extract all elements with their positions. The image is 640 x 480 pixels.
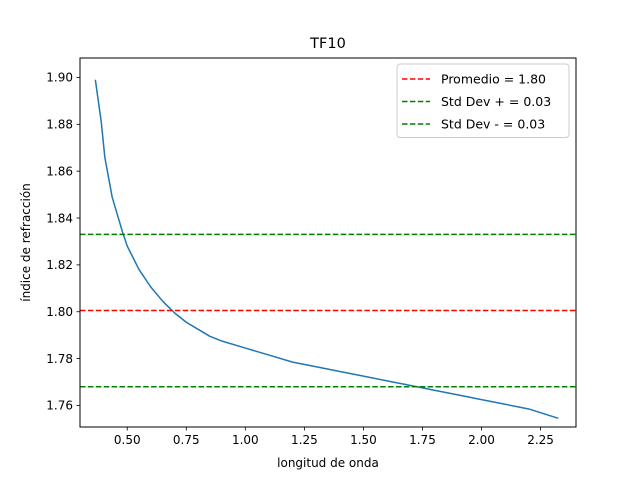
y-tick-label: 1.88	[46, 118, 73, 132]
y-tick-label: 1.86	[46, 164, 73, 178]
x-tick-label: 0.75	[173, 433, 200, 447]
legend-label: Promedio = 1.80	[441, 72, 546, 87]
x-tick-label: 2.00	[468, 433, 495, 447]
y-tick-label: 1.82	[46, 258, 73, 272]
x-tick-label: 2.25	[527, 433, 554, 447]
x-tick-label: 1.50	[350, 433, 377, 447]
legend-box	[396, 63, 570, 138]
y-tick-label: 1.84	[46, 211, 73, 225]
axes-frame	[79, 57, 577, 428]
chart-title: TF10	[309, 36, 346, 52]
plot-area	[80, 79, 576, 420]
legend-label: Std Dev + = 0.03	[441, 94, 551, 109]
y-tick-label: 1.90	[46, 71, 73, 85]
x-tick-label: 1.25	[291, 433, 318, 447]
legend: Promedio = 1.80 Std Dev + = 0.03 Std Dev -…	[396, 63, 570, 138]
x-tick-label: 0.50	[114, 433, 141, 447]
x-axis-label: longitud de onda	[277, 456, 379, 470]
y-axis: 1.76 1.78 1.80 1.82 1.84 1.86 1.88 1.90	[46, 71, 80, 413]
y-tick-label: 1.76	[46, 399, 73, 413]
x-tick-label: 1.75	[409, 433, 436, 447]
x-tick-label: 1.00	[232, 433, 259, 447]
y-tick-label: 1.78	[46, 352, 73, 366]
x-axis: 0.50 0.75 1.00 1.25 1.50 1.75 2.00 2.25	[114, 427, 554, 447]
y-axis-label: índice de refracción	[19, 183, 33, 302]
y-tick-label: 1.80	[46, 305, 73, 319]
series-line-0	[94, 79, 559, 420]
legend-label: Std Dev - = 0.03	[441, 117, 545, 132]
